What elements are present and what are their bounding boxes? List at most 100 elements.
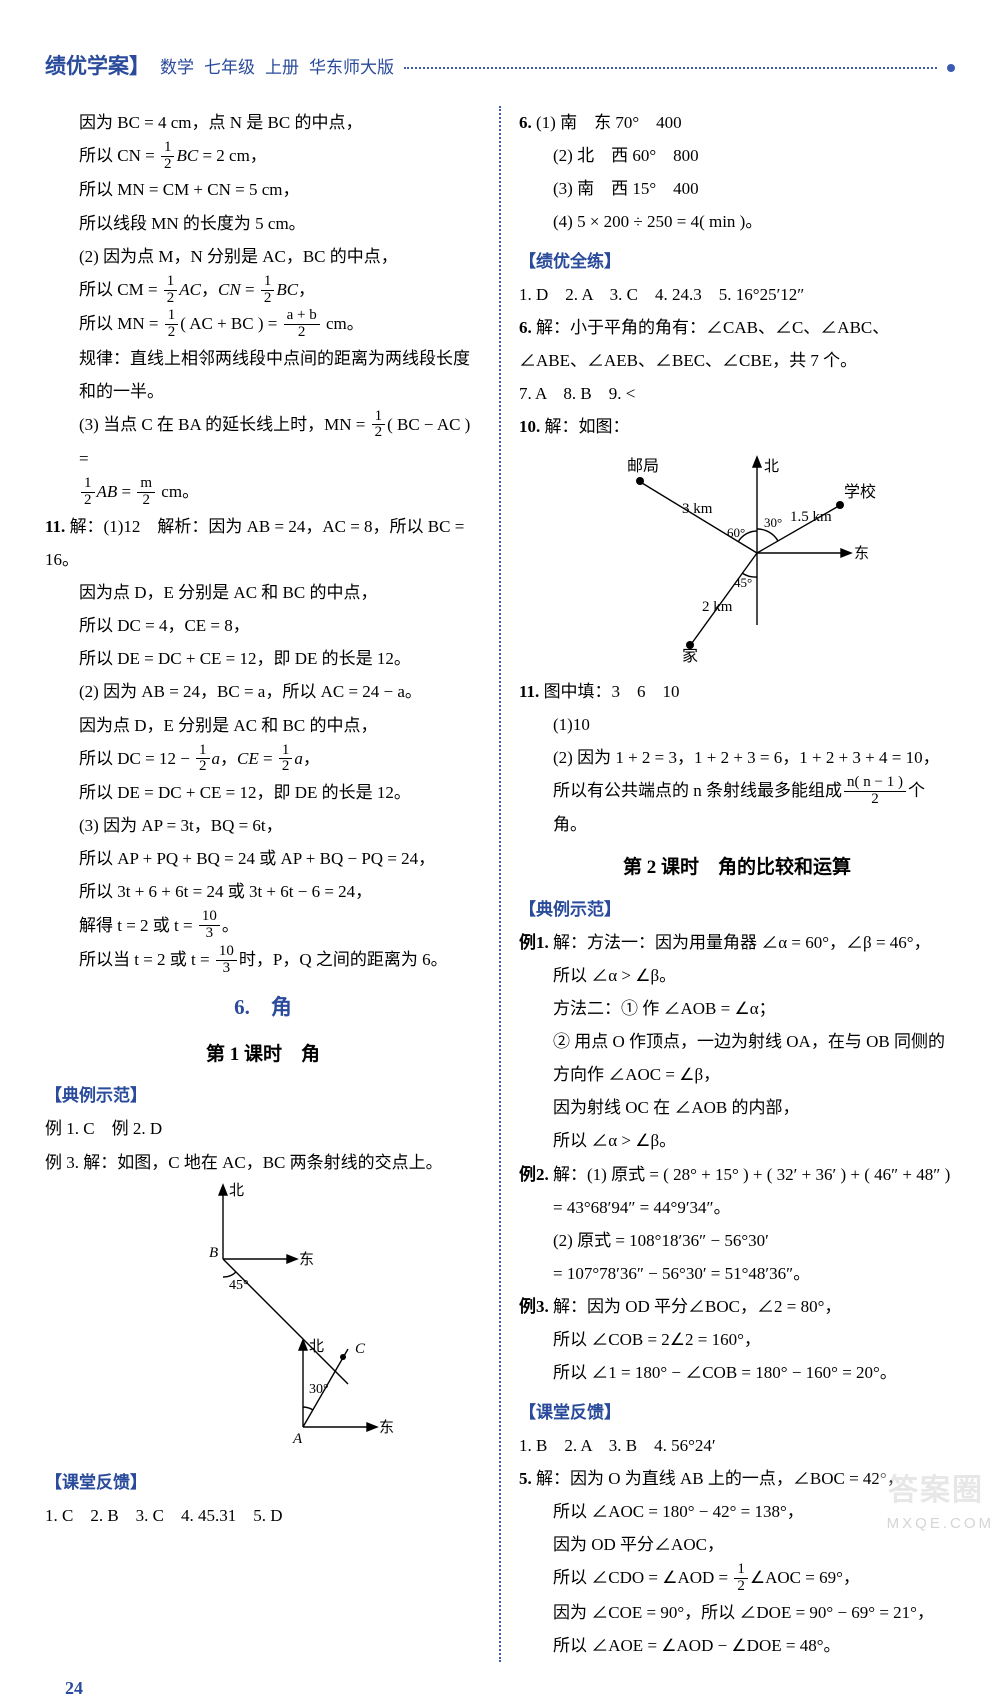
watermark: 答案圈 MXQE.COM [878, 1459, 994, 1532]
svg-text:2 km: 2 km [702, 599, 733, 615]
text-line: 所以 MN = 12( AC + BC ) = a + b2 cm。 [45, 307, 481, 341]
text-line: (2) 原式 = 108°18′36″ − 56°30′ [519, 1224, 955, 1257]
section-examples-2: 【典例示范】 [519, 893, 955, 926]
text-line: 所以 ∠α > ∠β。 [519, 959, 955, 992]
edition: 华东师大版 [309, 53, 394, 78]
text-line: 规律：直线上相邻两线段中点间的距离为两线段长度和的一半。 [45, 342, 481, 408]
text-line: 所以有公共端点的 n 条射线最多能组成n( n − 1 )2个角。 [519, 774, 955, 841]
text-line: 因为点 D，E 分别是 AC 和 BC 的中点， [45, 576, 481, 609]
text-line: 所以 AP + PQ + BQ = 24 或 AP + BQ − PQ = 24… [45, 842, 481, 875]
answers-789: 7. A 8. B 9. < [519, 377, 955, 410]
text-line: = 43°68′94″ = 44°9′34″。 [519, 1191, 955, 1224]
text-line: 所以 ∠COB = 2∠2 = 160°， [519, 1323, 955, 1356]
svg-text:邮局: 邮局 [627, 457, 659, 475]
text-line: 方法二：① 作 ∠AOB = ∠α； [519, 992, 955, 1025]
section-class-feedback: 【课堂反馈】 [45, 1466, 481, 1499]
page-number: 24 [45, 1678, 955, 1699]
svg-text:C: C [355, 1341, 366, 1357]
right-column: 6. (1) 南 东 70° 400 (2) 北 西 60° 800 (3) 南… [519, 106, 955, 1662]
section-examples: 【典例示范】 [45, 1079, 481, 1112]
chapter-6-title: 6. 角 [45, 987, 481, 1028]
diagram-directions: 邮局 学校 家 北 东 3 km 1.5 km 2 km 60° 30° 45° [519, 443, 955, 674]
watermark-text: 答案圈 [878, 1459, 994, 1515]
diagram-compass-bc: 北 东 B 45° 北 东 A C 30° [45, 1179, 481, 1460]
text-line: 因为点 D，E 分别是 AC 和 BC 的中点， [45, 709, 481, 742]
text-line: (2) 因为点 M，N 分别是 AC，BC 的中点， [45, 240, 481, 273]
svg-text:北: 北 [764, 458, 779, 475]
page-header: 绩优学案】 数学 七年级 上册 华东师大版 [45, 50, 955, 88]
volume: 上册 [265, 53, 299, 78]
svg-text:东: 东 [379, 1419, 393, 1436]
section-practice: 【绩优全练】 [519, 245, 955, 278]
text-line: 所以 3t + 6 + 6t = 24 或 3t + 6t − 6 = 24， [45, 875, 481, 908]
svg-text:B: B [209, 1245, 218, 1261]
svg-text:60°: 60° [727, 525, 745, 540]
text-line: (3) 南 西 15° 400 [519, 172, 955, 205]
feedback-answers: 1. C 2. B 3. C 4. 45.31 5. D [45, 1499, 481, 1532]
text-line: (2) 北 西 60° 800 [519, 139, 955, 172]
practice-answers: 1. D 2. A 3. C 4. 24.3 5. 16°25′12″ [519, 278, 955, 311]
text-line: 因为 ∠COE = 90°，所以 ∠DOE = 90° − 69° = 21°， [519, 1596, 955, 1629]
column-divider [499, 106, 501, 1662]
q10: 10. 解：如图： [519, 410, 955, 443]
text-line: (2) 因为 1 + 2 = 3，1 + 2 + 3 = 6，1 + 2 + 3… [519, 741, 955, 774]
svg-text:学校: 学校 [844, 483, 876, 501]
text-line: (3) 当点 C 在 BA 的延长线上时，MN = 12( BC − AC ) … [45, 408, 481, 475]
header-rule [404, 67, 937, 69]
series-title: 绩优学案】 [45, 50, 150, 80]
svg-text:东: 东 [854, 545, 869, 562]
q6: 6. (1) 南 东 70° 400 [519, 106, 955, 139]
text-line: 所以 DE = DC + CE = 12，即 DE 的长是 12。 [45, 776, 481, 809]
example-answers: 例 1. C 例 2. D [45, 1112, 481, 1145]
text-line: 所以 ∠1 = 180° − ∠COB = 180° − 160° = 20°。 [519, 1356, 955, 1389]
svg-text:北: 北 [229, 1182, 244, 1199]
grade: 七年级 [204, 53, 255, 78]
svg-text:45°: 45° [734, 575, 752, 590]
example-3: 例 3. 解：如图，C 地在 AC，BC 两条射线的交点上。 [45, 1146, 481, 1179]
text-line: 因为 OD 平分∠AOC， [519, 1528, 955, 1561]
text-line: 解得 t = 2 或 t = 103。 [45, 909, 481, 943]
text-line: (3) 因为 AP = 3t，BQ = 6t， [45, 809, 481, 842]
ex3b: 例3. 解：因为 OD 平分∠BOC，∠2 = 80°， [519, 1290, 955, 1323]
watermark-url: MXQE.COM [878, 1515, 994, 1532]
section-class-feedback-2: 【课堂反馈】 [519, 1396, 955, 1429]
svg-text:A: A [292, 1431, 303, 1447]
feedback-answers-2: 1. B 2. A 3. B 4. 56°24′ [519, 1429, 955, 1462]
text-line: 所以 ∠α > ∠β。 [519, 1124, 955, 1157]
ex1b: 例1. 解：方法一：因为用量角器 ∠α = 60°，∠β = 46°， [519, 926, 955, 959]
left-column: 因为 BC = 4 cm，点 N 是 BC 的中点， 所以 CN = 12BC … [45, 106, 481, 1662]
content-columns: 因为 BC = 4 cm，点 N 是 BC 的中点， 所以 CN = 12BC … [45, 106, 955, 1662]
subject: 数学 [160, 53, 194, 78]
svg-text:30°: 30° [764, 515, 782, 530]
text-line: (2) 因为 AB = 24，BC = a，所以 AC = 24 − a。 [45, 675, 481, 708]
text-line: 所以 ∠CDO = ∠AOD = 12∠AOC = 69°， [519, 1561, 955, 1595]
svg-text:45°: 45° [229, 1278, 249, 1293]
svg-text:30°: 30° [309, 1382, 329, 1397]
text-line: ② 用点 O 作顶点，一边为射线 OA，在与 OB 同侧的方向作 ∠AOC = … [519, 1025, 955, 1091]
lesson-2-title: 第 2 课时 角的比较和运算 [519, 849, 955, 886]
text-line: = 107°78′36″ − 56°30′ = 51°48′36″。 [519, 1257, 955, 1290]
text-line: (1)10 [519, 708, 955, 741]
text-line: 所以当 t = 2 或 t = 103时，P，Q 之间的距离为 6。 [45, 943, 481, 977]
text-line: 所以 DE = DC + CE = 12，即 DE 的长是 12。 [45, 642, 481, 675]
text-line: 12AB = m2 cm。 [45, 475, 481, 509]
header-dot-icon [947, 64, 955, 72]
q6b: 6. 解：小于平角的角有：∠CAB、∠C、∠ABC、∠ABE、∠AEB、∠BEC… [519, 311, 955, 377]
svg-text:家: 家 [682, 647, 698, 663]
text-line: 所以 CM = 12AC，CN = 12BC， [45, 273, 481, 307]
text-line: (4) 5 × 200 ÷ 250 = 4( min )。 [519, 205, 955, 238]
ex2b: 例2. 解：(1) 原式 = ( 28° + 15° ) + ( 32′ + 3… [519, 1158, 955, 1191]
text-line: 所以 DC = 12 − 12a，CE = 12a， [45, 742, 481, 776]
q11: 11. 解：(1)12 解析：因为 AB = 24，AC = 8，所以 BC =… [45, 510, 481, 576]
text-line: 所以线段 MN 的长度为 5 cm。 [45, 207, 481, 240]
q11-r: 11. 图中填：3 6 10 [519, 675, 955, 708]
lesson-1-title: 第 1 课时 角 [45, 1036, 481, 1073]
svg-text:1.5 km: 1.5 km [790, 509, 832, 525]
text-line: 所以 MN = CM + CN = 5 cm， [45, 173, 481, 206]
text-line: 因为 BC = 4 cm，点 N 是 BC 的中点， [45, 106, 481, 139]
text-line: 因为射线 OC 在 ∠AOB 的内部， [519, 1091, 955, 1124]
svg-text:北: 北 [309, 1338, 324, 1355]
text-line: 所以 CN = 12BC = 2 cm， [45, 139, 481, 173]
text-line: 所以 DC = 4，CE = 8， [45, 609, 481, 642]
svg-text:东: 东 [299, 1251, 314, 1268]
